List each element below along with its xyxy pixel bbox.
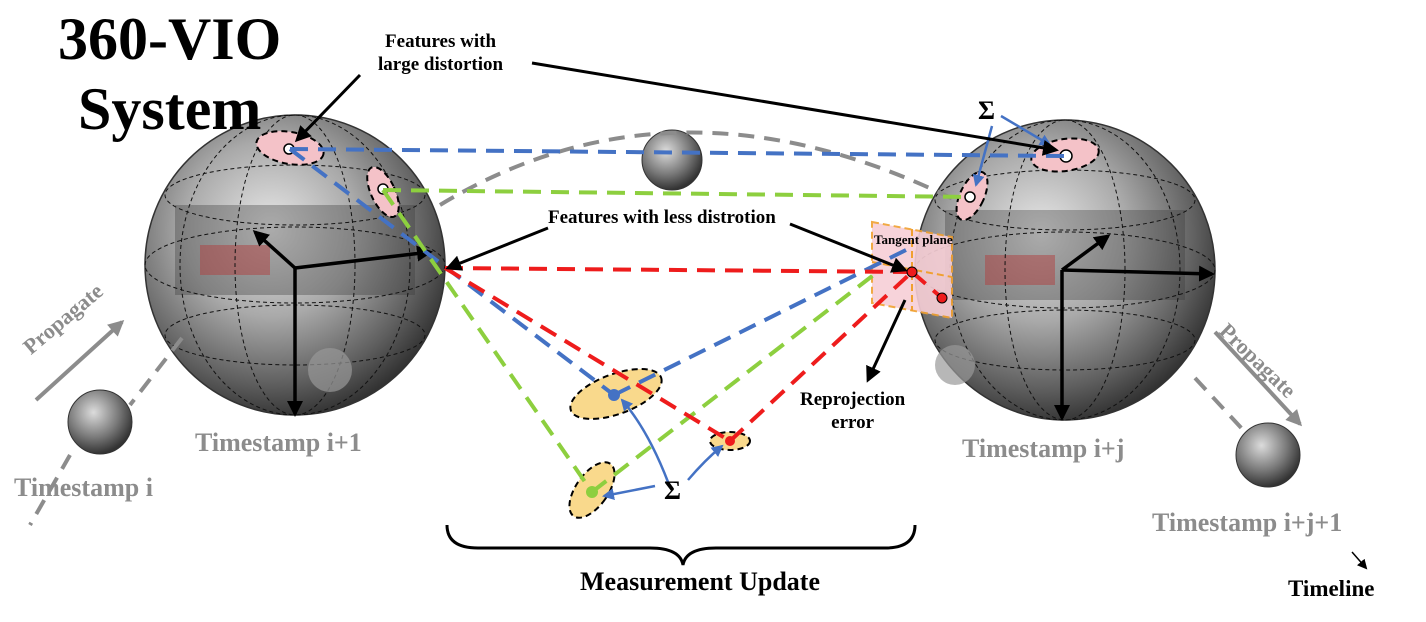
sigma-arrows [602, 114, 1052, 500]
timeline-dash-left [128, 336, 184, 407]
green-feature-lines [381, 188, 971, 494]
reprojection-line-2: error [831, 412, 875, 433]
sigma-label-top: Σ [978, 96, 995, 125]
propagate-arrow-right [1213, 330, 1303, 427]
features-less-label: Features with less distrotion [548, 207, 776, 228]
tangent-plane-label: Tangent plane [874, 232, 953, 247]
annotation-arrows [294, 61, 1368, 570]
title-line-1: 360-VIO [58, 6, 282, 72]
small-sphere-right [1235, 422, 1301, 488]
feature-point-red [725, 436, 735, 446]
diagram-title: 360-VIO System [58, 4, 281, 144]
title-line-2: System [78, 76, 262, 142]
feature-point-red-reprojected [936, 292, 948, 304]
propagate-arrow-left [34, 319, 125, 402]
timestamp-ij1-label: Timestamp i+j+1 [1152, 508, 1343, 537]
features-large-label: Features with large distortion [378, 30, 503, 76]
timestamp-i1-label: Timestamp i+1 [195, 428, 362, 457]
features-large-line-2: large distortion [378, 54, 504, 75]
reprojection-error-label: Reprojection error [800, 388, 905, 434]
timestamp-ij-label: Timestamp i+j [962, 434, 1125, 463]
small-sphere-left [67, 389, 133, 455]
red-feature-lines [443, 266, 944, 443]
timeline-arc [438, 130, 966, 207]
small-sphere-top [641, 129, 703, 191]
sigma-label-bottom: Σ [664, 476, 681, 505]
timeline-dash-right [1193, 376, 1247, 434]
axis-arrows-right [1054, 234, 1215, 421]
axis-arrows-left [252, 229, 433, 417]
timeline-label: Timeline [1288, 576, 1375, 601]
measurement-update-label: Measurement Update [580, 567, 820, 596]
sphere-right [914, 119, 1216, 421]
curly-brace [445, 524, 917, 566]
feature-point-blue [608, 389, 620, 401]
feature-point-green [586, 486, 598, 498]
reprojection-line-1: Reprojection [800, 389, 906, 410]
timeline-dash-far-left [28, 454, 72, 526]
timestamp-i-label: Timestamp i [14, 473, 153, 502]
feature-point-red-tangent [906, 266, 918, 278]
features-large-line-1: Features with [385, 31, 497, 52]
